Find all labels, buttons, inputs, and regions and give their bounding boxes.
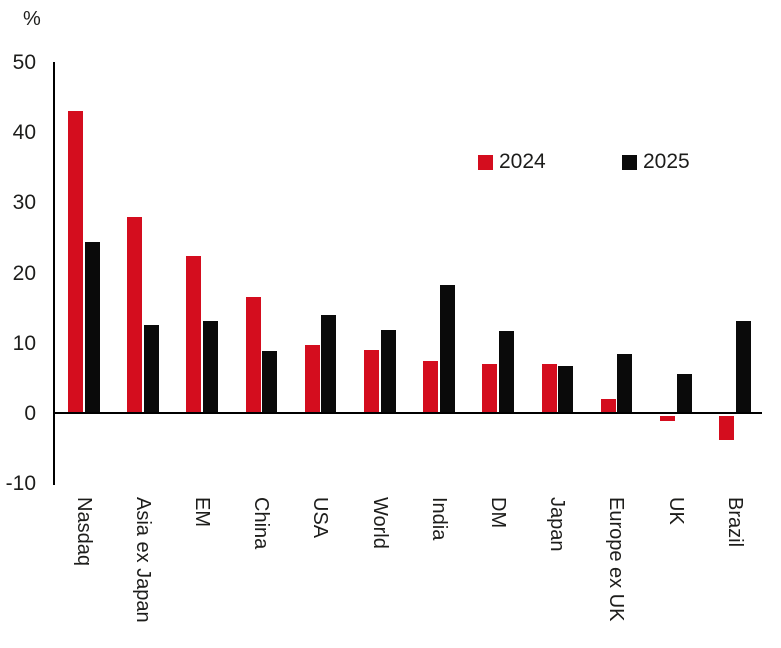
y-axis-line [53,62,55,485]
category-label-uk: UK [664,497,687,525]
bar-2024-em [186,255,202,414]
bar-2025-asia-ex-japan [143,324,159,414]
category-label-india: India [427,497,450,541]
bar-2024-brazil [719,415,735,441]
bar-2024-europe-ex-uk [600,399,616,414]
bar-2025-india [439,285,455,414]
x-axis-zero-line [53,412,762,414]
bar-2025-dm [498,331,514,414]
category-label-brazil: Brazil [723,497,746,548]
category-label-japan: Japan [546,497,569,552]
y-tick-label--10: -10 [5,472,36,496]
y-tick-label-10: 10 [12,331,36,355]
legend-item-2025: 2025 [622,150,690,174]
y-tick-label-0: 0 [24,401,36,425]
bar-2025-japan [558,366,574,414]
y-tick-label-20: 20 [12,261,36,285]
y-tick-label-40: 40 [12,121,36,145]
legend-swatch-2024 [478,154,493,170]
bar-2025-europe-ex-uk [617,353,633,414]
bar-2024-china [245,296,261,414]
category-label-em: EM [190,497,213,527]
bar-2025-china [262,350,278,414]
bar-2024-world [364,349,379,414]
category-label-asia-ex-japan: Asia ex Japan [131,497,154,623]
bar-2025-uk [676,373,692,414]
category-label-china: China [250,497,273,550]
bar-2025-usa [321,314,337,414]
y-tick-label-30: 30 [12,191,36,215]
bar-2024-asia-ex-japan [127,217,143,414]
category-label-world: World [368,497,391,549]
bar-2025-em [202,321,218,414]
category-label-dm: DM [486,497,509,529]
bar-2024-japan [541,364,557,414]
legend-label-2024: 2024 [499,150,546,173]
bar-2025-nasdaq [84,241,100,414]
bar-2024-dm [482,364,498,414]
bar-2025-brazil [735,320,751,414]
y-tick-label-50: 50 [12,51,36,74]
bar-2024-usa [304,345,320,414]
category-label-nasdaq: Nasdaq [72,497,95,566]
bar-2024-india [423,361,439,414]
bar-2025-world [380,330,396,414]
legend-item-2024: 2024 [478,150,546,174]
bar-2024-nasdaq [68,110,83,414]
y-axis-unit-label: % [23,8,41,30]
legend-swatch-2025 [622,154,637,170]
category-label-usa: USA [309,497,332,539]
legend-label-2025: 2025 [643,150,690,173]
category-label-europe-ex-uk: Europe ex UK [605,497,628,622]
bar-2024-uk [660,415,675,422]
